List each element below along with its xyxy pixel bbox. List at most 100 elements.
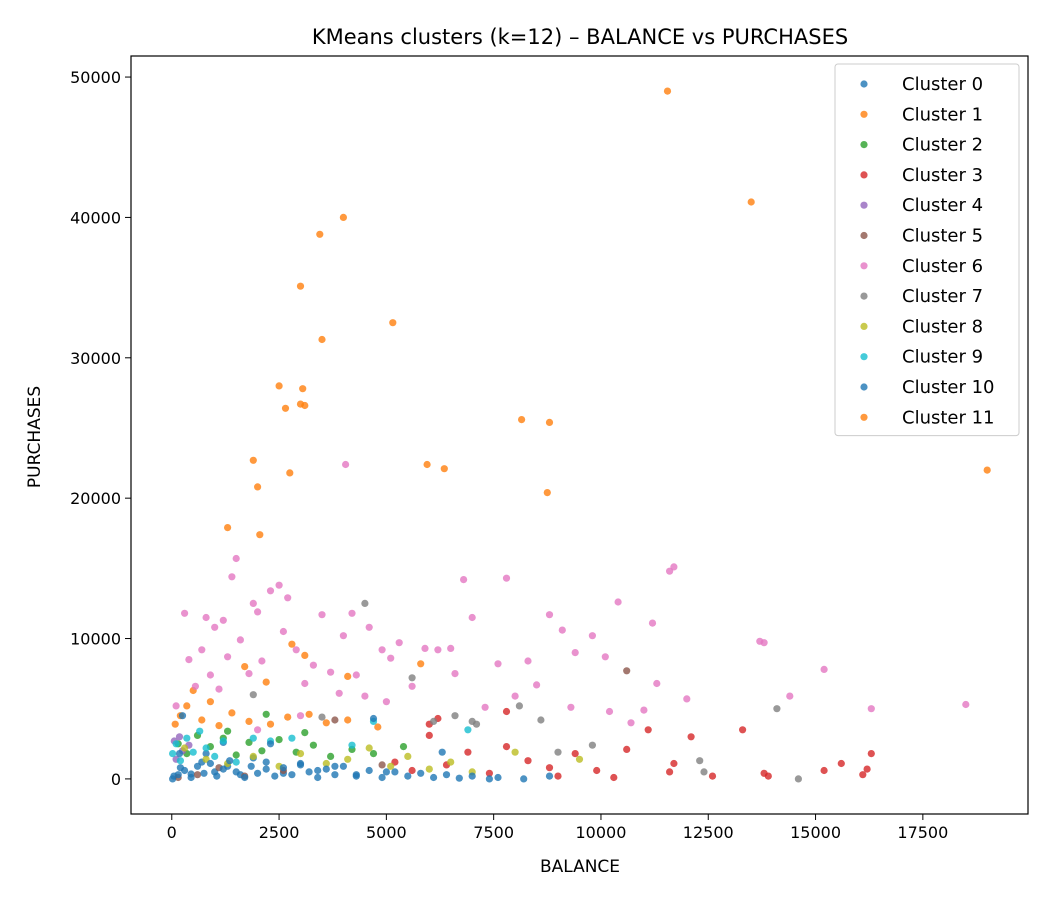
data-point (365, 744, 373, 752)
data-point (309, 661, 317, 669)
data-point (247, 762, 255, 770)
data-point (288, 734, 296, 742)
data-point (232, 758, 240, 766)
data-point (284, 713, 292, 721)
legend-label: Cluster 9 (902, 347, 983, 368)
data-point (382, 768, 390, 776)
data-point (279, 764, 287, 772)
data-point (430, 773, 438, 782)
data-point (219, 616, 227, 624)
data-point (245, 670, 253, 678)
data-point (183, 702, 191, 710)
data-point (533, 681, 541, 689)
data-point (623, 667, 631, 675)
data-point (558, 626, 566, 634)
data-point (344, 672, 352, 681)
data-point (760, 639, 768, 647)
data-point (262, 678, 270, 686)
data-point (438, 748, 446, 756)
data-point (296, 750, 305, 758)
data-point (614, 598, 622, 606)
data-point (485, 769, 493, 777)
data-point (187, 773, 195, 782)
data-point (395, 639, 403, 647)
legend-marker (860, 383, 868, 391)
data-point (262, 765, 270, 773)
data-point (249, 599, 257, 608)
data-point (327, 752, 335, 761)
data-point (309, 741, 317, 749)
data-point (867, 705, 875, 713)
data-point (773, 705, 781, 713)
data-point (511, 748, 519, 756)
data-point (211, 752, 219, 761)
x-tick-label: 15000 (790, 823, 841, 842)
data-point (983, 466, 991, 474)
data-point (468, 772, 476, 780)
data-point (258, 657, 266, 665)
data-point (511, 692, 519, 700)
data-point (206, 759, 214, 768)
legend-marker (860, 110, 868, 118)
chart-title: KMeans clusters (k=12) – BALANCE vs PURC… (312, 25, 848, 49)
legend-label: Cluster 0 (902, 74, 983, 95)
y-tick-label: 0 (111, 770, 121, 789)
series-6 (172, 460, 970, 734)
data-point (404, 752, 412, 761)
data-point (296, 761, 305, 769)
data-point (593, 766, 601, 775)
data-point (327, 668, 335, 676)
data-point (193, 762, 202, 770)
data-point (794, 775, 803, 783)
data-point (588, 741, 597, 749)
plot-area (130, 55, 1029, 815)
data-point (554, 772, 562, 780)
legend-label: Cluster 3 (902, 165, 983, 186)
data-point (623, 745, 631, 754)
data-point (169, 775, 177, 783)
data-point (224, 653, 232, 661)
data-point (605, 707, 614, 716)
legend-label: Cluster 10 (902, 377, 995, 398)
data-point (464, 726, 472, 734)
data-point (344, 716, 352, 724)
data-point (172, 702, 180, 710)
data-point (708, 772, 717, 780)
y-tick-label: 10000 (70, 630, 121, 649)
data-point (524, 657, 532, 665)
legend-box (834, 63, 1020, 437)
legend-label: Cluster 7 (902, 286, 983, 307)
data-point (460, 576, 468, 584)
data-point (524, 757, 532, 765)
data-point (361, 599, 369, 608)
data-point (331, 716, 339, 724)
data-point (520, 775, 528, 783)
legend-label: Cluster 6 (902, 256, 983, 277)
data-point (266, 720, 275, 728)
data-point (464, 748, 472, 756)
data-point (837, 759, 845, 768)
data-point (425, 731, 433, 740)
plot-frame (130, 55, 1029, 815)
data-point (442, 771, 451, 779)
data-point (863, 765, 871, 773)
legend-marker (860, 231, 868, 240)
data-point (627, 719, 635, 727)
data-point (219, 737, 227, 745)
data-point (575, 755, 584, 763)
data-point (262, 758, 270, 766)
data-point (176, 757, 184, 765)
data-point (213, 772, 221, 780)
data-point (200, 769, 208, 777)
data-point (683, 695, 691, 703)
y-tick-label: 20000 (70, 489, 121, 508)
data-point (962, 700, 970, 709)
data-point (196, 727, 204, 735)
legend-marker (860, 171, 868, 179)
data-point (183, 734, 191, 742)
x-tick-label: 5000 (366, 823, 407, 842)
data-point (867, 750, 875, 758)
data-point (786, 692, 794, 700)
legend-marker (860, 262, 868, 270)
